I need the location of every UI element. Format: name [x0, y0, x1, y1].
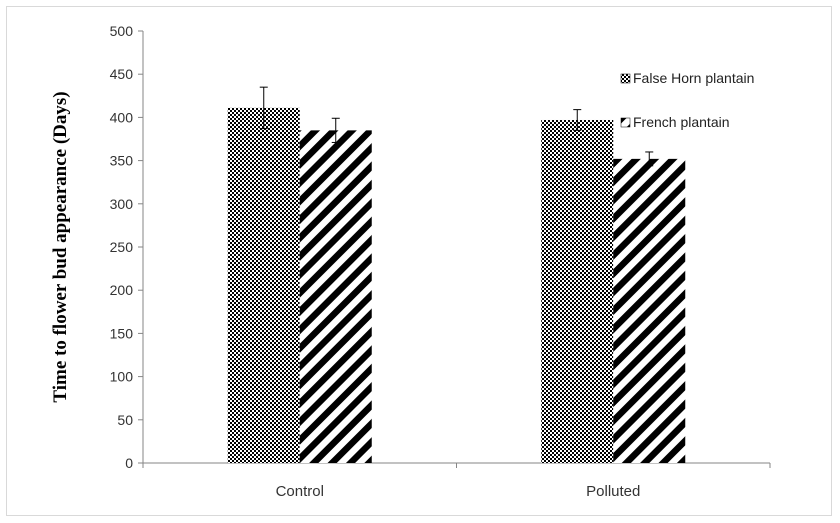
bars: [227, 86, 686, 464]
chart-frame: [6, 6, 832, 516]
x-category-label: Polluted: [586, 483, 640, 500]
bar: [227, 107, 300, 464]
error-bar: [573, 109, 582, 131]
legend-swatch: [620, 73, 631, 84]
error-bar: [331, 117, 340, 143]
y-tick-label: 400: [110, 109, 134, 125]
y-tick-label: 150: [110, 325, 134, 341]
legend-label: French plantain: [633, 114, 730, 130]
y-tick-label: 100: [110, 369, 134, 385]
error-bar: [259, 86, 268, 130]
y-tick-label: 300: [110, 196, 134, 212]
bar: [613, 158, 686, 463]
legend-label: False Horn plantain: [633, 70, 754, 86]
y-axis: 0 50 100 150 200 250 300 350 400 450 500: [110, 23, 144, 471]
bar: [299, 130, 372, 464]
y-tick-label: 500: [110, 23, 134, 39]
y-tick-label: 200: [110, 282, 134, 298]
y-tick-label: 450: [110, 66, 134, 82]
y-axis-title: Time to flower bud appearance (Days): [50, 91, 71, 402]
legend-swatch: [620, 117, 631, 128]
y-tick-label: 50: [117, 412, 133, 428]
x-category-label: Control: [276, 483, 324, 500]
y-tick-label: 250: [110, 239, 134, 255]
legend-item: French plantain: [620, 114, 730, 130]
legend: False Horn plantain French plantain: [620, 70, 754, 130]
bar: [541, 119, 614, 463]
x-axis: Control Polluted: [142, 462, 771, 500]
y-tick-label: 0: [125, 455, 133, 471]
legend-item: False Horn plantain: [620, 70, 754, 86]
error-bar: [645, 151, 654, 167]
y-tick-label: 350: [110, 153, 134, 169]
